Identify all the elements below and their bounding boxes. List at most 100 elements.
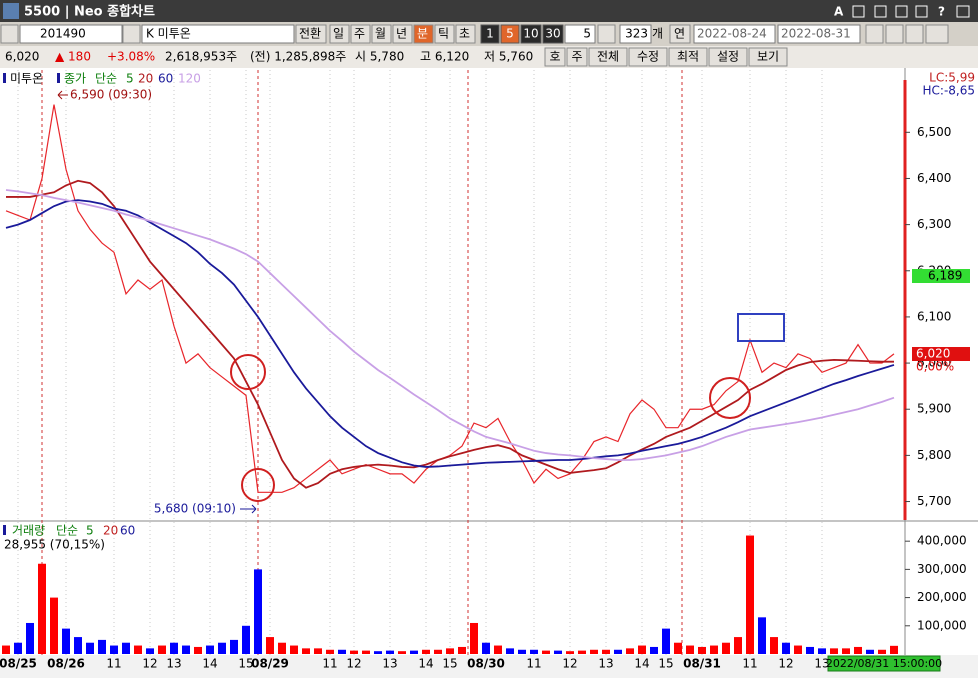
volume-bar (614, 649, 622, 654)
quote-button[interactable] (566, 47, 588, 67)
quote-button[interactable] (544, 47, 566, 67)
x-tick-label: 12 (346, 657, 361, 671)
volume-bar (602, 649, 610, 654)
code-field[interactable] (19, 24, 123, 44)
period-label: 분 (417, 27, 428, 41)
period-buttons: 일 주 월 년 분 틱 초 1 5 10 30 (329, 24, 564, 44)
period-button[interactable] (329, 24, 350, 44)
x-axis-bar (0, 655, 978, 678)
volume-bar (506, 648, 514, 654)
layout-button[interactable] (895, 5, 908, 18)
quote-button[interactable] (628, 47, 668, 67)
count-field[interactable] (619, 24, 652, 44)
font-button[interactable]: A (834, 5, 844, 19)
x-tick-label: 11 (322, 657, 337, 671)
annotation-arrow (240, 504, 257, 514)
volume-bar (890, 645, 898, 654)
volume-bar (302, 648, 310, 654)
favorite-button[interactable] (122, 24, 141, 44)
volume-bar (2, 645, 10, 654)
count-unit: 개 (652, 27, 663, 41)
volume-bar (770, 637, 778, 654)
quote-button[interactable] (748, 47, 788, 67)
legend-text: 단순 (56, 524, 78, 538)
volume-bar (746, 535, 754, 654)
x-tick-label: 13 (598, 657, 613, 671)
legend-marker (57, 73, 60, 83)
y-tick-label: 6,300 (917, 217, 951, 231)
minute-label: 30 (545, 27, 560, 41)
volume-bar (158, 645, 166, 654)
period-button[interactable] (434, 24, 455, 44)
volume-bar (50, 597, 58, 654)
y-tick-label: 6,100 (917, 309, 951, 323)
volume-bar (134, 645, 142, 654)
annotation: 5,680 (09:10) (154, 502, 236, 516)
period-button[interactable] (455, 24, 476, 44)
price-tag-label: 6,189 (928, 269, 962, 283)
x-tick-label: 15 (442, 657, 457, 671)
volume-bar (206, 645, 214, 654)
quote-button[interactable] (708, 47, 748, 67)
name-field[interactable] (141, 24, 295, 44)
volume-bar (122, 642, 130, 654)
title-bar (0, 0, 978, 22)
volume-bar (362, 650, 370, 654)
volume-bar (794, 645, 802, 654)
close-button[interactable] (956, 5, 970, 18)
period-button[interactable] (392, 24, 413, 44)
highlight-circle (230, 354, 266, 390)
highlight-circle (241, 468, 275, 502)
interval-field[interactable] (564, 24, 596, 44)
interval-down[interactable] (597, 24, 616, 44)
quote-button-label: 호 (549, 50, 560, 64)
volume-bar (710, 645, 718, 654)
minute-button[interactable] (500, 24, 520, 44)
minute-button[interactable] (480, 24, 500, 44)
period-button[interactable] (350, 24, 371, 44)
x-tick-label: 08/29 (251, 657, 289, 671)
legend-marker (3, 525, 6, 535)
volume-bar (782, 642, 790, 654)
volume-bar (242, 625, 250, 654)
volume-bar (854, 646, 862, 654)
nav-button[interactable] (0, 24, 19, 44)
x-tick-label: 14 (202, 657, 217, 671)
volume-bar (290, 645, 298, 654)
consecutive-button[interactable] (669, 24, 691, 44)
period-button[interactable] (371, 24, 392, 44)
volume-bar (314, 648, 322, 654)
date-from: 2022-08-24 (697, 27, 767, 41)
date-from-field[interactable] (693, 24, 776, 44)
minute-button[interactable] (520, 24, 542, 44)
pin-button[interactable] (874, 5, 887, 18)
quote-button[interactable] (668, 47, 708, 67)
volume-bar (674, 642, 682, 654)
back-button[interactable] (885, 24, 904, 44)
x-tick-label: 12 (778, 657, 793, 671)
quote-button-label: 주 (571, 50, 582, 64)
volume-bar (818, 648, 826, 654)
save-button[interactable] (865, 24, 884, 44)
quote-price: 6,020 (5, 50, 39, 64)
volume-bar (194, 646, 202, 654)
minute-button[interactable] (542, 24, 564, 44)
volume-bar (98, 639, 106, 654)
highlight-circle (709, 377, 751, 419)
volume-bar (350, 650, 358, 654)
x-tick-label: 11 (742, 657, 757, 671)
date-to-field[interactable] (777, 24, 861, 44)
x-tick-label: 08/26 (47, 657, 85, 671)
convert-button[interactable] (295, 24, 327, 44)
link-button[interactable] (852, 5, 865, 18)
volume-bar (26, 622, 34, 654)
forward-button[interactable] (905, 24, 924, 44)
period-button[interactable] (413, 24, 434, 44)
restore-button[interactable] (915, 5, 928, 18)
quote-high: 고 6,120 (420, 50, 469, 64)
help-button[interactable]: ? (938, 5, 945, 19)
volume-bar (170, 642, 178, 654)
end-button[interactable] (925, 24, 949, 44)
quote-button[interactable] (588, 47, 628, 67)
